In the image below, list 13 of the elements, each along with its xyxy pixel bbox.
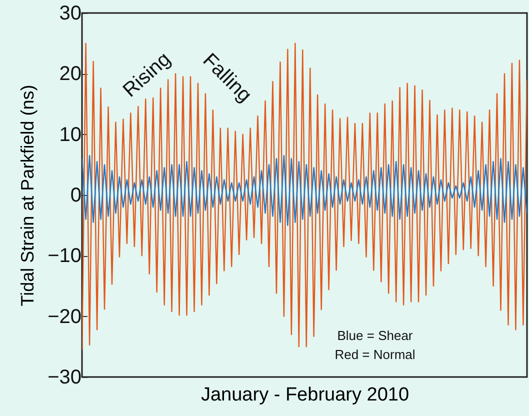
line-series — [82, 154, 527, 226]
y-tick-label: −30 — [48, 366, 82, 388]
y-tick-label: −20 — [48, 306, 82, 328]
annotation: Red = Normal — [334, 347, 416, 362]
y-tick-label: 0 — [70, 184, 82, 206]
y-tick-label: 10 — [59, 124, 82, 146]
y-tick-label: 20 — [59, 63, 82, 86]
x-axis-title: January - February 2010 — [200, 384, 410, 406]
y-axis-title: Tidal Strain at Parkfield (ns) — [18, 84, 38, 306]
y-tick-label: −10 — [48, 245, 82, 268]
line-series — [82, 42, 527, 350]
y-tick-label: 30 — [59, 2, 82, 24]
annotation: Blue = Shear — [337, 328, 414, 343]
